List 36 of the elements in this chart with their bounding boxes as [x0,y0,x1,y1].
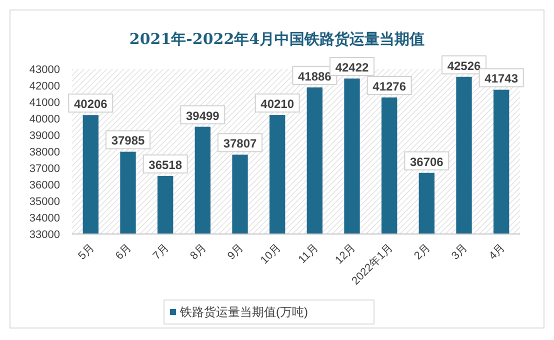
x-tick-label: 2月 [412,242,433,262]
x-tick-label: 5月 [76,242,97,262]
data-label: 40206 [74,97,108,112]
data-label: 39499 [186,108,220,123]
data-label: 42526 [447,58,482,73]
data-label: 42422 [335,60,370,75]
legend-label: 铁路货运量当期值(万吨) [179,305,308,319]
data-label: 36706 [410,154,444,169]
x-tick-label: 6月 [114,242,134,262]
x-tick-label: 8月 [188,242,209,262]
data-label: 36518 [148,158,182,172]
x-tick-label: 11月 [296,242,321,266]
y-tick-label: 43000 [29,64,60,76]
y-tick-label: 37000 [29,163,60,175]
data-label: 41276 [372,79,406,94]
y-tick-label: 39000 [29,130,60,142]
x-tick-label: 12月 [333,242,358,267]
x-tick-label: 9月 [226,242,246,262]
y-tick-label: 36000 [29,180,60,192]
y-tick-label: 42000 [29,80,60,92]
x-tick-label: 7月 [150,242,172,262]
x-tick-label: 3月 [450,242,470,262]
y-tick-label: 34000 [29,212,60,224]
chart-title: 2021年-2022年4月中国铁路货运量当期值 [129,30,425,48]
x-tick-label: 4月 [486,242,508,262]
data-label: 37807 [223,136,258,151]
data-label: 40210 [260,97,294,112]
x-tick-label: 10月 [258,242,284,267]
y-tick-label: 33000 [29,229,60,241]
data-label: 41886 [298,69,332,84]
y-tick-label: 41000 [29,97,60,109]
y-tick-label: 35000 [29,196,60,208]
y-tick-label: 38000 [29,146,60,158]
data-label: 41743 [484,72,518,86]
data-label: 37985 [111,134,146,148]
y-tick-label: 40000 [29,114,60,126]
